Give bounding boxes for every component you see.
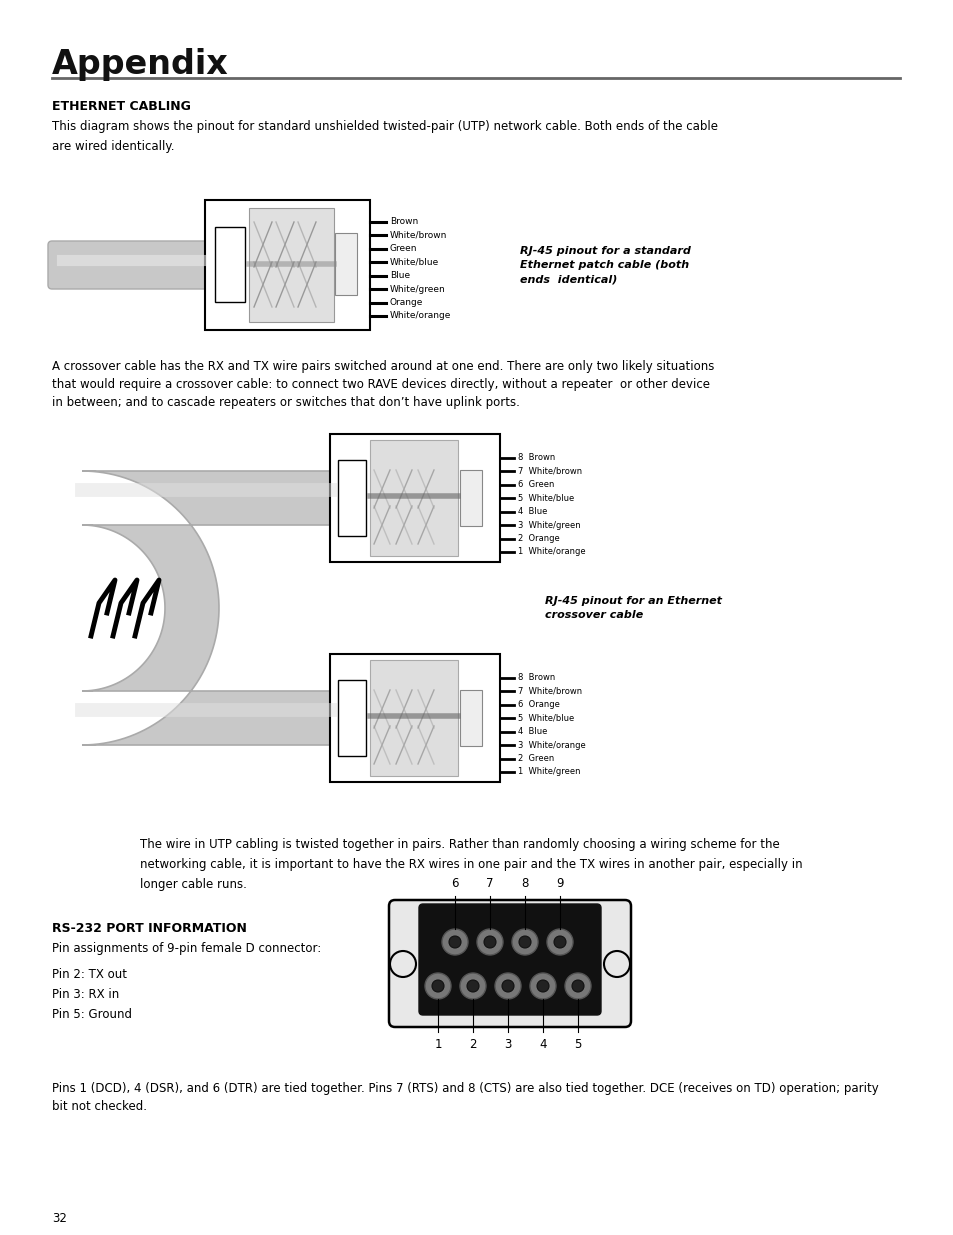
Text: 7  White/brown: 7 White/brown (517, 467, 581, 475)
Bar (370, 440, 457, 556)
Bar (459, 471, 481, 526)
Bar (335, 233, 356, 295)
Text: longer cable runs.: longer cable runs. (140, 878, 247, 890)
Bar (370, 659, 457, 776)
Circle shape (564, 973, 590, 999)
Text: are wired identically.: are wired identically. (52, 140, 174, 153)
Circle shape (572, 981, 583, 992)
Text: 2  Green: 2 Green (517, 755, 554, 763)
Circle shape (441, 929, 468, 955)
Text: Brown: Brown (390, 217, 417, 226)
Text: Pin 2: TX out: Pin 2: TX out (52, 968, 127, 981)
Text: Pin assignments of 9-pin female D connector:: Pin assignments of 9-pin female D connec… (52, 942, 321, 955)
Text: White/brown: White/brown (390, 231, 447, 240)
Circle shape (467, 981, 478, 992)
Text: 1: 1 (434, 1037, 441, 1051)
Text: RJ-45 pinout for an Ethernet
crossover cable: RJ-45 pinout for an Ethernet crossover c… (544, 595, 721, 620)
Text: This diagram shows the pinout for standard unshielded twisted-pair (UTP) network: This diagram shows the pinout for standa… (52, 120, 718, 133)
Text: networking cable, it is important to have the RX wires in one pair and the TX wi: networking cable, it is important to hav… (140, 858, 801, 871)
Text: White/blue: White/blue (390, 258, 438, 267)
Text: 5: 5 (574, 1037, 581, 1051)
Text: 8  Brown: 8 Brown (517, 673, 555, 682)
Circle shape (424, 973, 451, 999)
Text: 4  Blue: 4 Blue (517, 727, 547, 736)
Text: 7  White/brown: 7 White/brown (517, 687, 581, 695)
Text: bit not checked.: bit not checked. (52, 1100, 147, 1113)
Circle shape (537, 981, 548, 992)
Text: ETHERNET CABLING: ETHERNET CABLING (52, 100, 191, 112)
Circle shape (432, 981, 443, 992)
Bar (330, 655, 499, 782)
Circle shape (518, 936, 531, 948)
Text: 6: 6 (451, 877, 458, 890)
Bar (337, 680, 366, 756)
Bar (249, 207, 334, 322)
Text: Pin 3: RX in: Pin 3: RX in (52, 988, 119, 1002)
Text: 1  White/green: 1 White/green (517, 767, 579, 777)
Text: 32: 32 (52, 1212, 67, 1225)
Text: 6  Orange: 6 Orange (517, 700, 559, 709)
Text: The wire in UTP cabling is twisted together in pairs. Rather than randomly choos: The wire in UTP cabling is twisted toget… (140, 839, 779, 851)
Text: White/green: White/green (390, 284, 445, 294)
Text: 3: 3 (504, 1037, 511, 1051)
Text: 2  Orange: 2 Orange (517, 534, 559, 543)
Text: 3  White/green: 3 White/green (517, 520, 580, 530)
Text: Appendix: Appendix (52, 48, 229, 82)
Text: 4: 4 (538, 1037, 546, 1051)
Text: that would require a crossover cable: to connect two RAVE devices directly, with: that would require a crossover cable: to… (52, 378, 709, 391)
Text: Green: Green (390, 245, 417, 253)
Text: in between; and to cascade repeaters or switches that don’t have uplink ports.: in between; and to cascade repeaters or … (52, 396, 519, 409)
Circle shape (449, 936, 460, 948)
Circle shape (483, 936, 496, 948)
Circle shape (530, 973, 556, 999)
Text: 7: 7 (486, 877, 494, 890)
Bar (330, 433, 499, 562)
Text: Pin 5: Ground: Pin 5: Ground (52, 1008, 132, 1021)
Bar (459, 690, 481, 746)
FancyBboxPatch shape (418, 904, 600, 1015)
Text: 5  White/blue: 5 White/blue (517, 714, 574, 722)
Circle shape (603, 951, 629, 977)
Text: 9: 9 (556, 877, 563, 890)
Circle shape (476, 929, 502, 955)
Text: 1  White/orange: 1 White/orange (517, 547, 585, 557)
Bar (214, 227, 245, 303)
Text: Pins 1 (DCD), 4 (DSR), and 6 (DTR) are tied together. Pins 7 (RTS) and 8 (CTS) a: Pins 1 (DCD), 4 (DSR), and 6 (DTR) are t… (52, 1082, 878, 1095)
Circle shape (512, 929, 537, 955)
Text: RJ-45 pinout for a standard
Ethernet patch cable (both
ends  identical): RJ-45 pinout for a standard Ethernet pat… (519, 246, 690, 284)
Text: White/orange: White/orange (390, 311, 451, 321)
Text: A crossover cable has the RX and TX wire pairs switched around at one end. There: A crossover cable has the RX and TX wire… (52, 359, 714, 373)
Text: RS-232 PORT INFORMATION: RS-232 PORT INFORMATION (52, 923, 247, 935)
Text: 8  Brown: 8 Brown (517, 453, 555, 462)
Text: 8: 8 (520, 877, 528, 890)
Bar (205, 200, 370, 330)
FancyBboxPatch shape (389, 900, 630, 1028)
Text: 5  White/blue: 5 White/blue (517, 494, 574, 503)
Circle shape (459, 973, 485, 999)
Bar (337, 459, 366, 536)
Circle shape (495, 973, 520, 999)
Circle shape (546, 929, 573, 955)
Text: 4  Blue: 4 Blue (517, 508, 547, 516)
Text: Blue: Blue (390, 270, 410, 280)
Text: Orange: Orange (390, 298, 423, 308)
Text: 3  White/orange: 3 White/orange (517, 741, 585, 750)
Circle shape (554, 936, 565, 948)
Polygon shape (82, 471, 330, 745)
Text: 6  Green: 6 Green (517, 480, 554, 489)
Text: 2: 2 (469, 1037, 476, 1051)
FancyBboxPatch shape (48, 241, 209, 289)
Circle shape (390, 951, 416, 977)
Circle shape (501, 981, 514, 992)
